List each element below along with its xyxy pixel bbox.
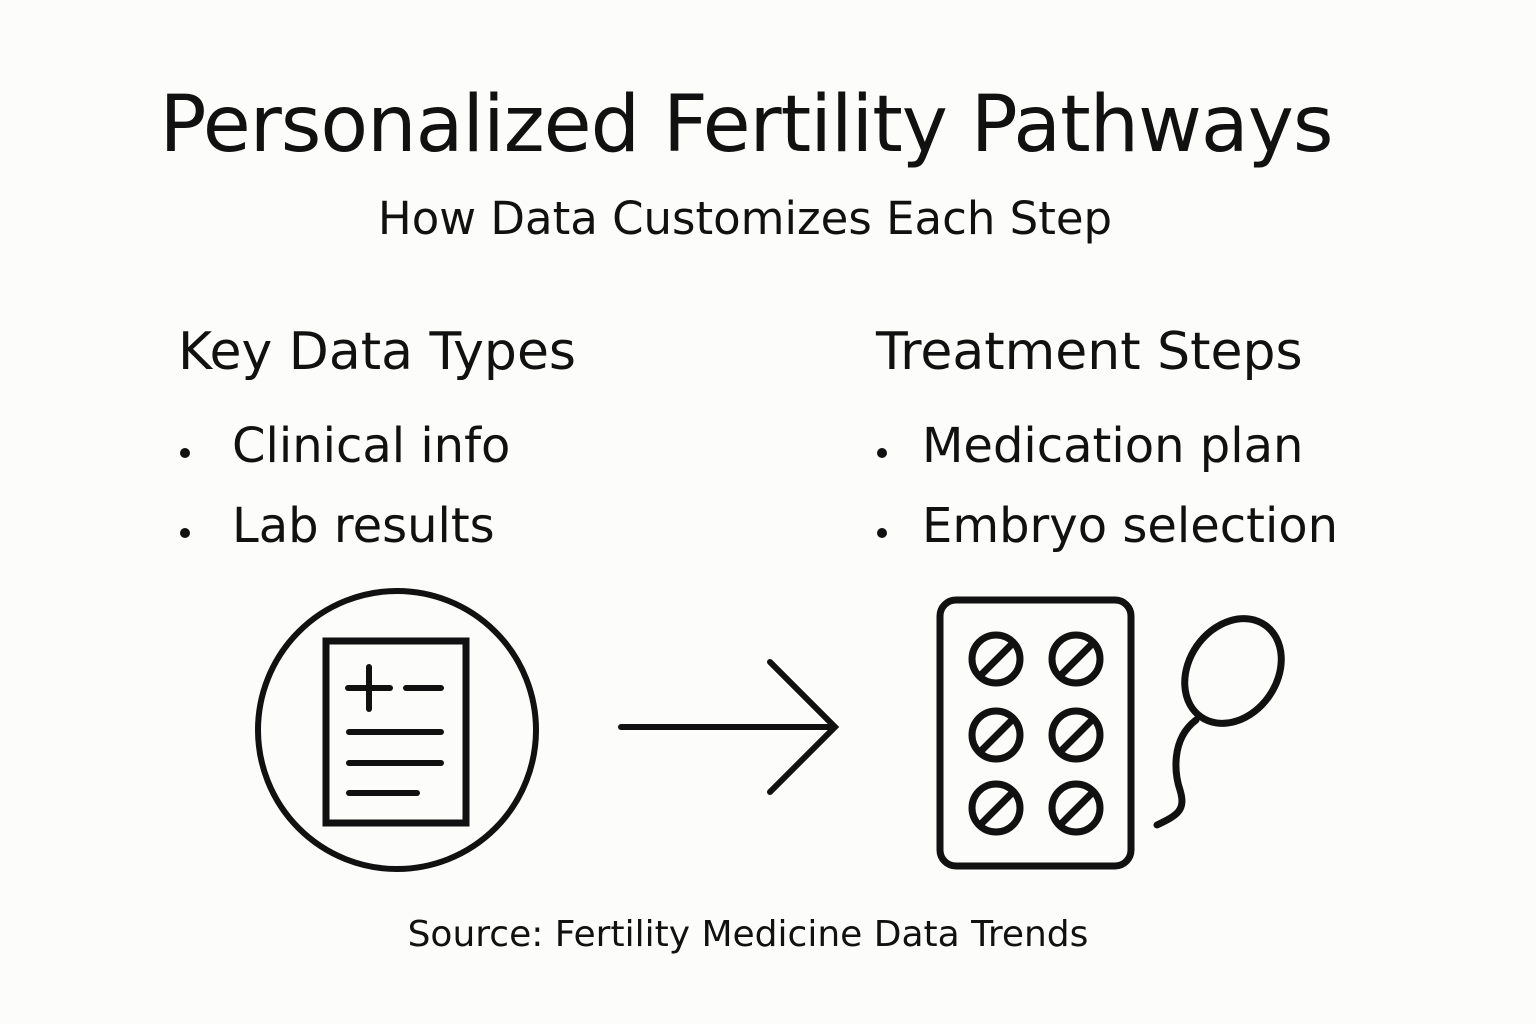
- treatment-steps-heading: Treatment Steps: [876, 322, 1303, 382]
- sperm-icon: [1153, 615, 1285, 829]
- page-subtitle: How Data Customizes Each Step: [377, 192, 1113, 245]
- list-item: Clinical info: [232, 418, 511, 474]
- list-item: Embryo selection: [922, 498, 1339, 554]
- page-title: Personalized Fertility Pathways: [159, 80, 1333, 170]
- bullet-icon: [180, 528, 190, 538]
- pill-pack-icon: [936, 596, 1135, 870]
- medical-record-icon: [255, 588, 539, 872]
- source-caption: Source: Fertility Medicine Data Trends: [407, 914, 1089, 955]
- key-data-types-heading: Key Data Types: [178, 322, 577, 382]
- list-item: Lab results: [232, 498, 495, 554]
- bullet-icon: [877, 528, 887, 538]
- arrow-right-icon: [618, 659, 840, 795]
- bullet-icon: [180, 448, 190, 458]
- list-item: Medication plan: [922, 418, 1304, 474]
- bullet-icon: [877, 448, 887, 458]
